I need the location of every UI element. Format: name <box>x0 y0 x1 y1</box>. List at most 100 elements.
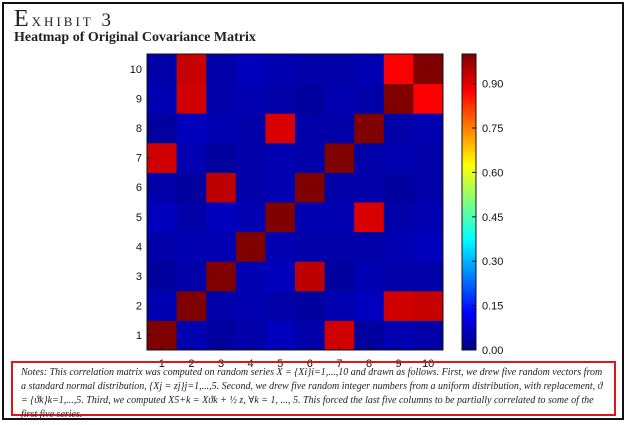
heatmap-cell-r8-c3 <box>206 113 237 144</box>
heatmap-cell-r4-c1 <box>147 231 178 262</box>
heatmap-cell-r7-c5 <box>265 142 296 173</box>
heatmap-cell-r3-c1 <box>147 261 178 292</box>
heatmap-cell-r1-c5 <box>265 320 296 351</box>
heatmap-cell-r9-c10 <box>413 83 444 114</box>
heatmap-cell-r10-c7 <box>324 54 355 85</box>
exhibit-label: Exhibit 3 <box>14 6 114 33</box>
heatmap-cell-r6-c4 <box>235 172 266 203</box>
heatmap-cell-r5-c10 <box>413 202 444 233</box>
heatmap-cell-r8-c4 <box>235 113 266 144</box>
heatmap-cell-r2-c6 <box>295 290 326 321</box>
heatmap-cell-r5-c9 <box>383 202 414 233</box>
heatmap-cell-r4-c5 <box>265 231 296 262</box>
plot-border <box>146 53 444 351</box>
heatmap-cell-r6-c8 <box>354 172 385 203</box>
heatmap-cell-r1-c6 <box>295 320 326 351</box>
exhibit-label-rest: xhibit 3 <box>31 10 114 31</box>
heatmap-cell-r8-c6 <box>295 113 326 144</box>
y-tick-label-5: 5 <box>136 212 142 224</box>
heatmap-cell-r5-c7 <box>324 202 355 233</box>
heatmap-cell-r2-c3 <box>206 290 237 321</box>
colorbar-tick-label-0.15: 0.15 <box>482 301 503 313</box>
heatmap-cell-r9-c3 <box>206 83 237 114</box>
heatmap-cell-r4-c2 <box>176 231 207 262</box>
heatmap-cell-r3-c2 <box>176 261 207 292</box>
heatmap-cell-r1-c7 <box>324 320 355 351</box>
x-tick-label-2: 2 <box>188 358 194 370</box>
heatmap-cell-r8-c2 <box>176 113 207 144</box>
heatmap-cell-r1-c8 <box>354 320 385 351</box>
heatmap-cell-r7-c9 <box>383 142 414 173</box>
heatmap-cell-r3-c4 <box>235 261 266 292</box>
heatmap-cell-r3-c3 <box>206 261 237 292</box>
heatmap-cell-r7-c6 <box>295 142 326 173</box>
heatmap-cell-r6-c7 <box>324 172 355 203</box>
heatmap-cell-r7-c7 <box>324 142 355 173</box>
y-tick-label-7: 7 <box>136 153 142 165</box>
colorbar-tick-label-0.90: 0.90 <box>482 79 503 91</box>
heatmap-cell-r6-c10 <box>413 172 444 203</box>
heatmap-cell-r4-c8 <box>354 231 385 262</box>
heatmap-cell-r10-c2 <box>176 54 207 85</box>
heatmap-cells <box>147 54 444 351</box>
heatmap-cell-r9-c6 <box>295 83 326 114</box>
heatmap-cell-r5-c2 <box>176 202 207 233</box>
heatmap-cell-r9-c5 <box>265 83 296 114</box>
y-tick-label-6: 6 <box>136 182 142 194</box>
heatmap-cell-r1-c3 <box>206 320 237 351</box>
y-tick-label-9: 9 <box>136 93 142 105</box>
x-tick-label-8: 8 <box>366 358 372 370</box>
heatmap-cell-r7-c2 <box>176 142 207 173</box>
heatmap-cell-r1-c10 <box>413 320 444 351</box>
heatmap-cell-r7-c4 <box>235 142 266 173</box>
notes-box: Notes: This correlation matrix was compu… <box>11 361 616 420</box>
heatmap-cell-r6-c6 <box>295 172 326 203</box>
heatmap-cell-r3-c5 <box>265 261 296 292</box>
heatmap-cell-r8-c10 <box>413 113 444 144</box>
heatmap-cell-r10-c8 <box>354 54 385 85</box>
x-tick-label-9: 9 <box>396 358 402 370</box>
heatmap-cell-r9-c1 <box>147 83 178 114</box>
colorbar-tick-label-0.75: 0.75 <box>482 123 503 135</box>
heatmap-cell-r2-c8 <box>354 290 385 321</box>
colorbar-tick-label-0.00: 0.00 <box>482 345 503 357</box>
x-tick-label-7: 7 <box>336 358 342 370</box>
heatmap-cell-r2-c5 <box>265 290 296 321</box>
heatmap-cell-r5-c5 <box>265 202 296 233</box>
y-tick-label-4: 4 <box>136 241 142 253</box>
heatmap-cell-r4-c10 <box>413 231 444 262</box>
heatmap-cell-r5-c1 <box>147 202 178 233</box>
heatmap-cell-r3-c9 <box>383 261 414 292</box>
exhibit-label-cap: E <box>14 6 32 32</box>
heatmap-cell-r4-c9 <box>383 231 414 262</box>
heatmap-cell-r1-c1 <box>147 320 178 351</box>
x-tick-label-4: 4 <box>248 358 254 370</box>
heatmap-cell-r5-c8 <box>354 202 385 233</box>
heatmap-cell-r8-c7 <box>324 113 355 144</box>
heatmap-cell-r9-c7 <box>324 83 355 114</box>
heatmap-cell-r9-c2 <box>176 83 207 114</box>
heatmap-cell-r1-c2 <box>176 320 207 351</box>
y-tick-label-1: 1 <box>136 330 142 342</box>
heatmap-cell-r6-c3 <box>206 172 237 203</box>
heatmap-cell-r3-c7 <box>324 261 355 292</box>
heatmap-cell-r10-c1 <box>147 54 178 85</box>
chart-title: Heatmap of Original Covariance Matrix <box>14 30 256 45</box>
heatmap-cell-r2-c1 <box>147 290 178 321</box>
heatmap-cell-r9-c8 <box>354 83 385 114</box>
colorbar-ticks: 0.00 0.15 0.30 0.45 0.60 0.75 0.90 <box>472 79 503 357</box>
x-tick-label-1: 1 <box>159 358 165 370</box>
heatmap-cell-r2-c10 <box>413 290 444 321</box>
heatmap-cell-r5-c3 <box>206 202 237 233</box>
heatmap-cell-r2-c7 <box>324 290 355 321</box>
x-tick-label-3: 3 <box>218 358 224 370</box>
heatmap-cell-r6-c5 <box>265 172 296 203</box>
heatmap-cell-r2-c4 <box>235 290 266 321</box>
heatmap-cell-r1-c9 <box>383 320 414 351</box>
heatmap-cell-r7-c8 <box>354 142 385 173</box>
y-tick-label-3: 3 <box>136 271 142 283</box>
heatmap-cell-r6-c1 <box>147 172 178 203</box>
heatmap-cell-r7-c1 <box>147 142 178 173</box>
notes-text: Notes: This correlation matrix was compu… <box>21 367 603 420</box>
